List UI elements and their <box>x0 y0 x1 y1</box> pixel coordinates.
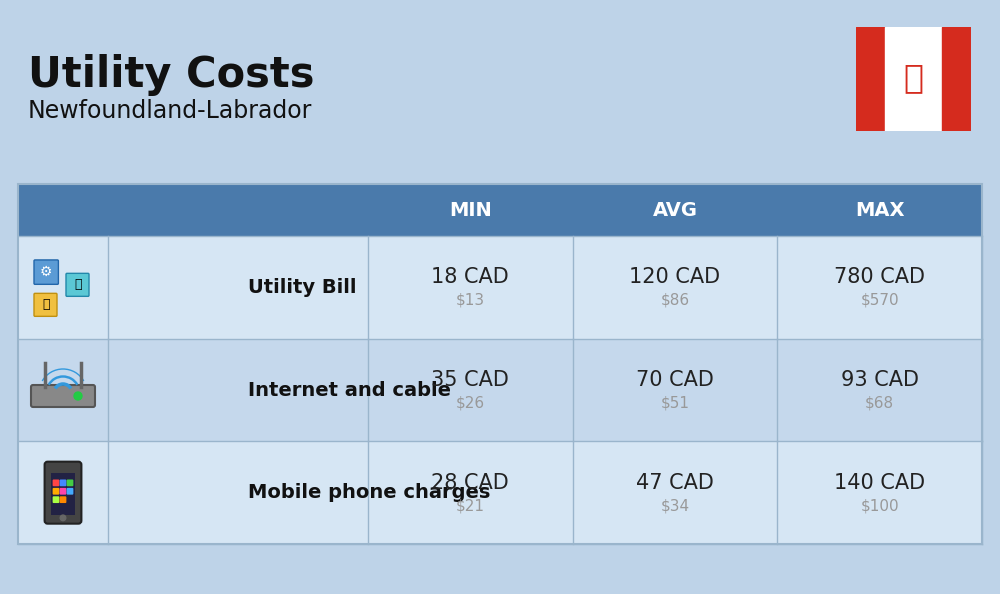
Text: $26: $26 <box>456 396 485 410</box>
Circle shape <box>60 515 66 521</box>
Text: 28 CAD: 28 CAD <box>431 473 509 492</box>
Bar <box>856 27 885 131</box>
FancyBboxPatch shape <box>34 293 57 317</box>
Text: 🔌: 🔌 <box>42 298 50 311</box>
FancyBboxPatch shape <box>60 479 66 486</box>
Text: MAX: MAX <box>855 201 904 220</box>
Text: $68: $68 <box>865 396 894 410</box>
Bar <box>942 27 971 131</box>
Text: Utility Bill: Utility Bill <box>248 278 356 297</box>
Text: $34: $34 <box>660 498 690 513</box>
Text: Mobile phone charges: Mobile phone charges <box>248 483 490 502</box>
Text: $100: $100 <box>860 498 899 513</box>
Text: 780 CAD: 780 CAD <box>834 267 925 287</box>
FancyBboxPatch shape <box>18 441 982 544</box>
FancyBboxPatch shape <box>18 236 982 339</box>
Circle shape <box>74 392 82 400</box>
FancyBboxPatch shape <box>31 385 95 407</box>
Text: $13: $13 <box>456 293 485 308</box>
FancyBboxPatch shape <box>66 273 89 296</box>
Text: $21: $21 <box>456 498 485 513</box>
FancyBboxPatch shape <box>53 496 59 503</box>
FancyBboxPatch shape <box>53 479 59 486</box>
FancyBboxPatch shape <box>67 488 73 495</box>
FancyBboxPatch shape <box>53 488 59 495</box>
Text: 70 CAD: 70 CAD <box>636 370 714 390</box>
FancyBboxPatch shape <box>60 496 66 503</box>
Text: Newfoundland-Labrador: Newfoundland-Labrador <box>28 99 312 123</box>
Bar <box>885 27 942 131</box>
Text: 🚿: 🚿 <box>74 279 82 292</box>
FancyBboxPatch shape <box>45 462 81 524</box>
FancyBboxPatch shape <box>34 260 58 285</box>
Text: $570: $570 <box>860 293 899 308</box>
Text: $51: $51 <box>660 396 690 410</box>
Text: Internet and cable: Internet and cable <box>248 381 451 400</box>
FancyBboxPatch shape <box>60 488 66 495</box>
Text: 35 CAD: 35 CAD <box>431 370 509 390</box>
Text: ⚙: ⚙ <box>40 265 52 279</box>
Text: 18 CAD: 18 CAD <box>431 267 509 287</box>
Text: AVG: AVG <box>652 201 698 220</box>
Text: $86: $86 <box>660 293 690 308</box>
Text: MIN: MIN <box>449 201 492 220</box>
Text: 47 CAD: 47 CAD <box>636 473 714 492</box>
FancyBboxPatch shape <box>18 184 982 236</box>
Text: 🍁: 🍁 <box>904 61 924 94</box>
Text: 140 CAD: 140 CAD <box>834 473 925 492</box>
Text: Utility Costs: Utility Costs <box>28 54 314 96</box>
FancyBboxPatch shape <box>18 339 982 441</box>
Text: 120 CAD: 120 CAD <box>629 267 721 287</box>
FancyBboxPatch shape <box>51 473 75 515</box>
Text: 93 CAD: 93 CAD <box>841 370 919 390</box>
FancyBboxPatch shape <box>67 479 73 486</box>
